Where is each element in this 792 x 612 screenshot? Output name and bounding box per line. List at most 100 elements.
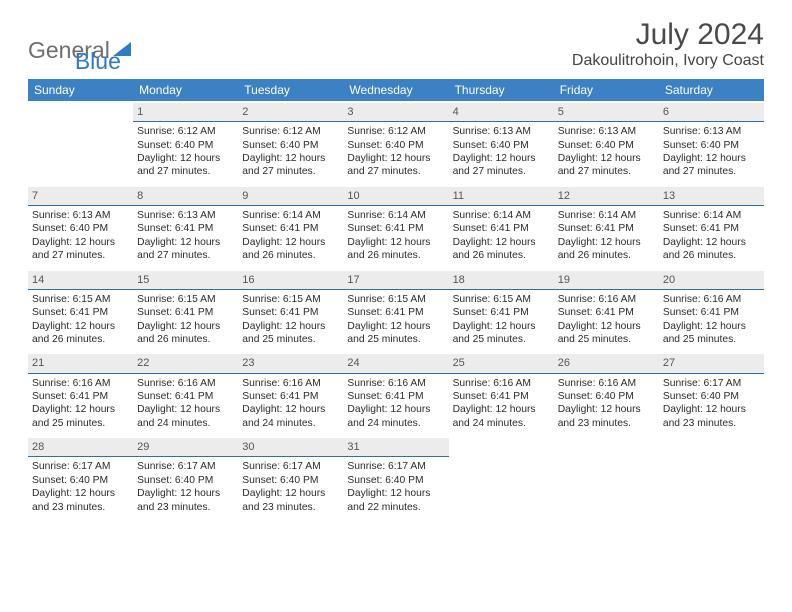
dayhead-saturday: Saturday [659, 83, 764, 97]
day-details: Sunrise: 6:16 AM Sunset: 6:41 PM Dayligh… [558, 293, 655, 347]
day-number: 5 [554, 103, 659, 122]
day-cell: 2 Sunrise: 6:12 AM Sunset: 6:40 PM Daylig… [238, 101, 343, 185]
dayhead-tuesday: Tuesday [238, 83, 343, 97]
day-cell: 1Sunrise: 6:12 AM Sunset: 6:40 PM Daylig… [133, 101, 238, 185]
day-number: 23 [238, 354, 343, 373]
day-details: Sunrise: 6:16 AM Sunset: 6:41 PM Dayligh… [663, 293, 760, 347]
day-details: Sunrise: 6:17 AM Sunset: 6:40 PM Dayligh… [347, 460, 444, 514]
day-details: Sunrise: 6:16 AM Sunset: 6:41 PM Dayligh… [137, 377, 234, 431]
day-cell: 18Sunrise: 6:15 AM Sunset: 6:41 PM Dayli… [449, 269, 554, 353]
day-cell: 20 Sunrise: 6:16 AM Sunset: 6:41 PM Dayli… [659, 269, 764, 353]
day-details: Sunrise: 6:12 AM Sunset: 6:40 PM Dayligh… [242, 125, 339, 179]
day-cell: 28 Sunrise: 6:17 AM Sunset: 6:40 PM Dayli… [28, 436, 133, 520]
day-details: Sunrise: 6:17 AM Sunset: 6:40 PM Dayligh… [242, 460, 339, 514]
day-cell: 31Sunrise: 6:17 AM Sunset: 6:40 PM Dayli… [343, 436, 448, 520]
day-number: 24 [343, 354, 448, 373]
day-number: 16 [238, 271, 343, 290]
dayhead-thursday: Thursday [449, 83, 554, 97]
title-block: July 2024 Dakoulitrohoin, Ivory Coast [572, 20, 764, 70]
day-cell [554, 436, 659, 520]
dayhead-row: Sunday Monday Tuesday Wednesday Thursday… [28, 79, 764, 101]
day-details: Sunrise: 6:16 AM Sunset: 6:41 PM Dayligh… [242, 377, 339, 431]
day-cell: 9 Sunrise: 6:14 AM Sunset: 6:41 PM Daylig… [238, 185, 343, 269]
day-number: 15 [133, 271, 238, 290]
day-number: 19 [554, 271, 659, 290]
day-cell: 17Sunrise: 6:15 AM Sunset: 6:41 PM Dayli… [343, 269, 448, 353]
day-number: 13 [659, 187, 764, 206]
day-number: 14 [28, 271, 133, 290]
day-cell: 11 Sunrise: 6:14 AM Sunset: 6:41 PM Dayli… [449, 185, 554, 269]
day-details: Sunrise: 6:13 AM Sunset: 6:40 PM Dayligh… [663, 125, 760, 179]
day-number: 28 [28, 438, 133, 457]
day-details: Sunrise: 6:16 AM Sunset: 6:41 PM Dayligh… [32, 377, 129, 431]
day-number: 21 [28, 354, 133, 373]
day-details: Sunrise: 6:14 AM Sunset: 6:41 PM Dayligh… [663, 209, 760, 263]
day-details: Sunrise: 6:14 AM Sunset: 6:41 PM Dayligh… [347, 209, 444, 263]
week-row: 28Sunrise: 6:17 AM Sunset: 6:40 PM Dayli… [28, 436, 764, 520]
dayhead-sunday: Sunday [28, 83, 133, 97]
day-number: 3 [343, 103, 448, 122]
week-row: 7 Sunrise: 6:13 AM Sunset: 6:40 PM Daylig… [28, 185, 764, 269]
day-number: 11 [449, 187, 554, 206]
day-details: Sunrise: 6:15 AM Sunset: 6:41 PM Dayligh… [242, 293, 339, 347]
day-number: 6 [659, 103, 764, 122]
day-details: Sunrise: 6:15 AM Sunset: 6:41 PM Dayligh… [453, 293, 550, 347]
day-number: 7 [28, 187, 133, 206]
day-cell: 15 Sunrise: 6:15 AM Sunset: 6:41 PM Dayli… [133, 269, 238, 353]
day-details: Sunrise: 6:17 AM Sunset: 6:40 PM Dayligh… [32, 460, 129, 514]
day-number: 9 [238, 187, 343, 206]
day-number: 20 [659, 271, 764, 290]
day-details: Sunrise: 6:14 AM Sunset: 6:41 PM Dayligh… [558, 209, 655, 263]
day-details: Sunrise: 6:15 AM Sunset: 6:41 PM Dayligh… [137, 293, 234, 347]
day-details: Sunrise: 6:13 AM Sunset: 6:40 PM Dayligh… [453, 125, 550, 179]
day-details: Sunrise: 6:16 AM Sunset: 6:40 PM Dayligh… [558, 377, 655, 431]
day-number: 26 [554, 354, 659, 373]
day-cell: 7 Sunrise: 6:13 AM Sunset: 6:40 PM Daylig… [28, 185, 133, 269]
day-cell: 3 Sunrise: 6:12 AM Sunset: 6:40 PM Daylig… [343, 101, 448, 185]
day-details: Sunrise: 6:14 AM Sunset: 6:41 PM Dayligh… [242, 209, 339, 263]
day-number: 1 [133, 103, 238, 122]
day-number: 29 [133, 438, 238, 457]
day-details: Sunrise: 6:17 AM Sunset: 6:40 PM Dayligh… [137, 460, 234, 514]
header: General Blue July 2024 Dakoulitrohoin, I… [28, 20, 764, 75]
day-cell [449, 436, 554, 520]
day-cell: 13 Sunrise: 6:14 AM Sunset: 6:41 PM Dayli… [659, 185, 764, 269]
day-cell: 22Sunrise: 6:16 AM Sunset: 6:41 PM Dayli… [133, 352, 238, 436]
day-number: 4 [449, 103, 554, 122]
day-cell: 19 Sunrise: 6:16 AM Sunset: 6:41 PM Dayli… [554, 269, 659, 353]
day-cell: 5Sunrise: 6:13 AM Sunset: 6:40 PM Daylig… [554, 101, 659, 185]
logo: General Blue [28, 26, 121, 75]
dayhead-wednesday: Wednesday [343, 83, 448, 97]
day-details: Sunrise: 6:16 AM Sunset: 6:41 PM Dayligh… [347, 377, 444, 431]
day-details: Sunrise: 6:13 AM Sunset: 6:40 PM Dayligh… [32, 209, 129, 263]
day-number: 8 [133, 187, 238, 206]
day-cell: 14 Sunrise: 6:15 AM Sunset: 6:41 PM Dayli… [28, 269, 133, 353]
day-cell: 27 Sunrise: 6:17 AM Sunset: 6:40 PM Dayli… [659, 352, 764, 436]
day-cell: 8 Sunrise: 6:13 AM Sunset: 6:41 PM Daylig… [133, 185, 238, 269]
day-details: Sunrise: 6:12 AM Sunset: 6:40 PM Dayligh… [347, 125, 444, 179]
day-details: Sunrise: 6:14 AM Sunset: 6:41 PM Dayligh… [453, 209, 550, 263]
dayhead-monday: Monday [133, 83, 238, 97]
day-cell: 16 Sunrise: 6:15 AM Sunset: 6:41 PM Dayli… [238, 269, 343, 353]
day-cell: 23 Sunrise: 6:16 AM Sunset: 6:41 PM Dayli… [238, 352, 343, 436]
day-number: 2 [238, 103, 343, 122]
day-details: Sunrise: 6:17 AM Sunset: 6:40 PM Dayligh… [663, 377, 760, 431]
day-details: Sunrise: 6:15 AM Sunset: 6:41 PM Dayligh… [32, 293, 129, 347]
calendar-page: General Blue July 2024 Dakoulitrohoin, I… [0, 0, 792, 530]
day-details: Sunrise: 6:15 AM Sunset: 6:41 PM Dayligh… [347, 293, 444, 347]
day-cell: 10Sunrise: 6:14 AM Sunset: 6:41 PM Dayli… [343, 185, 448, 269]
location: Dakoulitrohoin, Ivory Coast [572, 52, 764, 70]
logo-text-blue: Blue [75, 48, 121, 75]
day-number: 30 [238, 438, 343, 457]
day-details: Sunrise: 6:13 AM Sunset: 6:41 PM Dayligh… [137, 209, 234, 263]
day-number: 12 [554, 187, 659, 206]
day-cell: 21 Sunrise: 6:16 AM Sunset: 6:41 PM Dayli… [28, 352, 133, 436]
day-cell: 25Sunrise: 6:16 AM Sunset: 6:41 PM Dayli… [449, 352, 554, 436]
day-cell: 4 Sunrise: 6:13 AM Sunset: 6:40 PM Daylig… [449, 101, 554, 185]
month-title: July 2024 [572, 20, 764, 50]
week-row: 14Sunrise: 6:15 AM Sunset: 6:41 PM Dayli… [28, 269, 764, 353]
day-details: Sunrise: 6:16 AM Sunset: 6:41 PM Dayligh… [453, 377, 550, 431]
day-cell: 12 Sunrise: 6:14 AM Sunset: 6:41 PM Dayli… [554, 185, 659, 269]
week-row: 21Sunrise: 6:16 AM Sunset: 6:41 PM Dayli… [28, 352, 764, 436]
day-number: 27 [659, 354, 764, 373]
